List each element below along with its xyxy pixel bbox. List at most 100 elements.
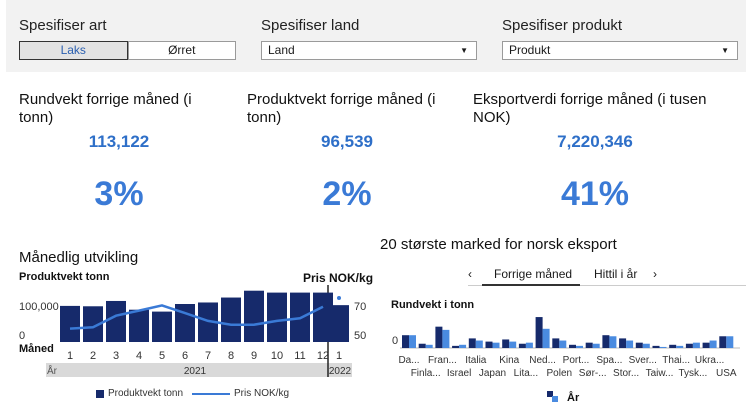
tabs-baseline: [468, 285, 746, 286]
market-label: Sver...: [629, 355, 657, 366]
market-bar-2022[interactable]: [525, 342, 533, 348]
legend-line: Pris NOK/kg: [192, 388, 289, 399]
market-bar-2021[interactable]: [652, 345, 660, 348]
market-label: Finla...: [411, 368, 441, 379]
market-bar-2021[interactable]: [619, 338, 627, 348]
market-label: Spa...: [596, 355, 622, 366]
market-label: Japan: [479, 368, 506, 379]
market-bar-2021[interactable]: [635, 342, 643, 348]
kpi-title-produktvekt: Produktvekt forrige måned (i tonn): [247, 91, 436, 126]
market-bar-2021[interactable]: [502, 339, 510, 348]
market-bar-2022[interactable]: [509, 341, 517, 348]
market-bar-2021[interactable]: [518, 343, 526, 348]
market-label: Italia: [465, 355, 487, 366]
market-bar-2022[interactable]: [592, 343, 600, 348]
market-bar-2021[interactable]: [552, 338, 560, 348]
markets-chart-title: 20 største marked for norsk eksport: [380, 236, 617, 253]
month-bar[interactable]: [129, 309, 149, 342]
produkt-filter: Spesifiser produkt Produkt ▼: [502, 17, 738, 60]
market-bar-2021[interactable]: [435, 326, 443, 348]
month-bar[interactable]: [244, 290, 264, 342]
market-bar-2021[interactable]: [685, 343, 693, 348]
year-band: [46, 363, 352, 377]
market-bar-2021[interactable]: [485, 341, 493, 348]
month-tick-label: 3: [113, 350, 119, 362]
market-label: Ned...: [529, 355, 556, 366]
market-bar-2022[interactable]: [709, 340, 717, 348]
market-bar-2022[interactable]: [442, 329, 450, 348]
market-bar-2021[interactable]: [702, 342, 710, 348]
market-bar-2022[interactable]: [559, 340, 567, 348]
market-label: Fran...: [428, 355, 457, 366]
tab-next-arrow[interactable]: ›: [653, 267, 657, 281]
art-filter-label: Spesifiser art: [19, 17, 107, 34]
market-bar-2021[interactable]: [585, 342, 593, 348]
market-bar-2022[interactable]: [425, 344, 433, 348]
market-bar-2022[interactable]: [542, 328, 550, 348]
tab-prev-arrow[interactable]: ‹: [468, 267, 472, 281]
market-bar-2022[interactable]: [726, 336, 734, 348]
market-bar-2022[interactable]: [659, 346, 667, 348]
month-tick-label: 8: [228, 350, 234, 362]
land-select[interactable]: Land ▼: [261, 41, 477, 60]
market-label: Kina: [499, 355, 519, 366]
month-bar[interactable]: [329, 305, 349, 342]
left-axis-title: Produktvekt tonn: [19, 271, 110, 283]
month-tick-label: 9: [251, 350, 257, 362]
market-bar-2021[interactable]: [468, 338, 476, 348]
market-bar-2022[interactable]: [642, 343, 650, 348]
market-bar-2022[interactable]: [576, 345, 583, 348]
month-bar[interactable]: [267, 292, 287, 342]
market-bar-2022[interactable]: [459, 344, 467, 348]
land-filter: Spesifiser land Land ▼: [261, 17, 477, 60]
kpi-value-produktvekt: 96,539: [321, 132, 373, 151]
tab-hittil-i-ar[interactable]: Hittil i år: [594, 267, 638, 281]
month-bar[interactable]: [198, 302, 218, 342]
market-label: Lita...: [514, 368, 538, 379]
month-bar[interactable]: [60, 305, 80, 342]
market-bar-2021[interactable]: [452, 345, 460, 348]
legend-line-label: Pris NOK/kg: [234, 388, 290, 399]
market-bar-2022[interactable]: [609, 336, 617, 348]
markets-chart: 0 Da... Fran... Italia Kina Ned... Port... Spa…: [392, 317, 740, 404]
market-bar-2021[interactable]: [402, 335, 409, 348]
market-bar-2021[interactable]: [719, 336, 727, 348]
produkt-select[interactable]: Produkt ▼: [502, 41, 738, 60]
legend-year-swatch-2021: [547, 391, 553, 397]
art-option-laks[interactable]: Laks: [19, 41, 128, 60]
kpi-title-eksportverdi: Eksportverdi forrige måned (i tusen NOK): [473, 91, 707, 126]
market-bar-2022[interactable]: [475, 340, 483, 348]
market-bar-2021[interactable]: [418, 343, 426, 348]
month-bar[interactable]: [152, 311, 172, 342]
market-label: Port...: [563, 355, 590, 366]
produkt-select-value: Produkt: [509, 43, 551, 57]
kpi-value-rundvekt: 113,122: [88, 132, 150, 151]
market-bar-2022[interactable]: [692, 342, 700, 348]
market-bar-2022[interactable]: [409, 335, 416, 348]
legend-bar: Produktvekt tonn: [96, 388, 183, 399]
left-tick-0: 0: [19, 330, 25, 342]
month-bar[interactable]: [313, 292, 333, 342]
right-tick-50: 50: [354, 330, 366, 342]
market-bar-2022[interactable]: [676, 345, 684, 348]
month-bar[interactable]: [83, 306, 103, 342]
market-bar-2022[interactable]: [492, 342, 500, 348]
market-bar-2021[interactable]: [602, 335, 610, 348]
kpi-title-rundvekt: Rundvekt forrige måned (i tonn): [19, 91, 192, 126]
art-option-orret[interactable]: Ørret: [127, 41, 236, 60]
price-line: [69, 304, 324, 330]
month-tick-label: 12: [317, 350, 329, 362]
month-tick-label: 2: [90, 350, 96, 362]
market-bar-2021[interactable]: [535, 317, 543, 348]
market-bar-2021[interactable]: [669, 344, 677, 348]
tab-forrige-maned[interactable]: Forrige måned: [494, 267, 573, 281]
month-bar[interactable]: [221, 297, 241, 342]
market-bar-2022[interactable]: [626, 340, 634, 348]
legend-bar-swatch: [96, 389, 104, 398]
market-label: Polen: [547, 368, 573, 379]
market-bar-2021[interactable]: [569, 344, 576, 348]
art-filter: Spesifiser art Laks Ørret: [19, 17, 236, 60]
month-bar[interactable]: [106, 300, 126, 342]
year-label-2021: 2021: [184, 366, 207, 377]
